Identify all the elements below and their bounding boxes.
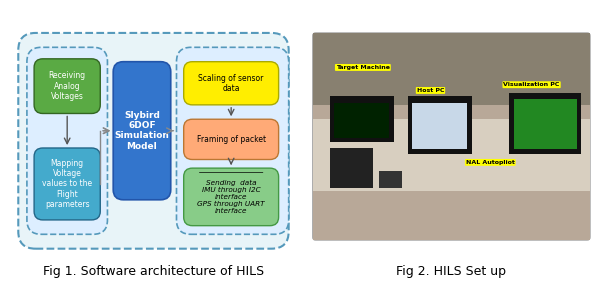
FancyBboxPatch shape (184, 168, 278, 226)
Bar (509, 93, 581, 154)
Bar (313, 119, 590, 191)
Text: Framing of packet: Framing of packet (197, 135, 266, 144)
FancyBboxPatch shape (34, 59, 100, 113)
Bar (313, 33, 590, 105)
FancyBboxPatch shape (27, 47, 107, 234)
Text: Target Machine: Target Machine (336, 65, 390, 70)
Bar (313, 33, 590, 240)
Bar (330, 96, 394, 142)
Bar (412, 103, 467, 149)
Bar (408, 96, 472, 154)
Bar (514, 99, 577, 149)
FancyBboxPatch shape (113, 62, 171, 200)
Text: Sending  data
IMU through I2C
interface
GPS through UART
interface: Sending data IMU through I2C interface G… (197, 180, 265, 214)
FancyBboxPatch shape (184, 62, 278, 105)
Text: Scaling of sensor
data: Scaling of sensor data (199, 74, 264, 93)
Text: NAL Autopliot: NAL Autopliot (466, 160, 515, 165)
FancyBboxPatch shape (34, 148, 100, 220)
Text: Fig 2. HILS Set up: Fig 2. HILS Set up (397, 265, 506, 278)
Text: Slybird
6DOF
Simulation
Model: Slybird 6DOF Simulation Model (115, 111, 169, 151)
FancyBboxPatch shape (184, 119, 278, 160)
Text: Mapping
Voltage
values to the
Flight
parameters: Mapping Voltage values to the Flight par… (42, 159, 92, 209)
Text: Receiving
Analog
Voltages: Receiving Analog Voltages (49, 71, 86, 101)
Text: Host PC: Host PC (417, 88, 444, 93)
FancyBboxPatch shape (313, 33, 590, 240)
Text: Visualization PC: Visualization PC (503, 82, 560, 87)
FancyBboxPatch shape (18, 33, 289, 249)
Bar (334, 103, 389, 138)
Bar (379, 171, 402, 188)
FancyBboxPatch shape (176, 47, 289, 234)
Text: Fig 1. Software architecture of HILS: Fig 1. Software architecture of HILS (43, 265, 264, 278)
Bar (330, 148, 373, 188)
